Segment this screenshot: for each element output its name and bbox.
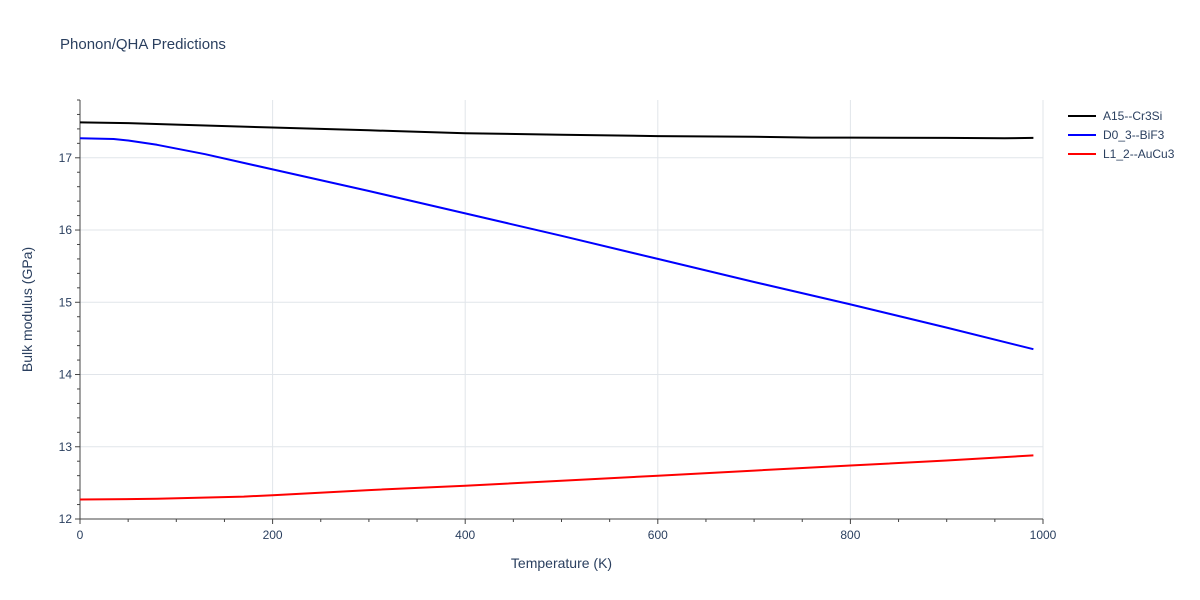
y-tick-label: 16 [59,223,73,237]
legend-swatch [1068,152,1096,155]
legend-item[interactable]: D0_3--BiF3 [1068,125,1174,144]
x-tick-label: 400 [455,528,475,542]
y-tick-label: 12 [59,512,73,526]
series-line-0 [79,121,1034,140]
y-tick-label: 14 [59,368,73,382]
series-line-2 [79,454,1034,501]
axis-layer: 0 200 400 600 800 1000 12 13 14 15 16 17 [59,99,1057,542]
legend-item[interactable]: L1_2--AuCu3 [1068,144,1174,163]
legend-item[interactable]: A15--Cr3Si [1068,106,1174,125]
legend-label: A15--Cr3Si [1103,108,1163,123]
x-tick-label: 1000 [1030,528,1057,542]
series-layer [79,121,1034,501]
chart-title: Phonon/QHA Predictions [60,36,226,53]
x-tick-label: 600 [648,528,668,542]
legend-swatch [1068,133,1096,136]
legend-label: D0_3--BiF3 [1103,127,1165,142]
legend: A15--Cr3Si D0_3--BiF3 L1_2--AuCu3 [1068,106,1174,163]
x-tick-label: 800 [840,528,860,542]
y-tick-label: 17 [59,151,73,165]
series-line-1 [79,137,1034,351]
y-tick-label: 15 [59,295,73,309]
y-axis-title: Bulk modulus (GPa) [19,247,35,372]
x-tick-label: 200 [263,528,283,542]
x-axis-title: Temperature (K) [511,555,612,571]
legend-swatch [1068,114,1096,117]
grid-layer [80,100,1044,519]
legend-label: L1_2--AuCu3 [1103,146,1175,161]
x-tick-label: 0 [77,528,84,542]
y-tick-label: 13 [59,440,73,454]
